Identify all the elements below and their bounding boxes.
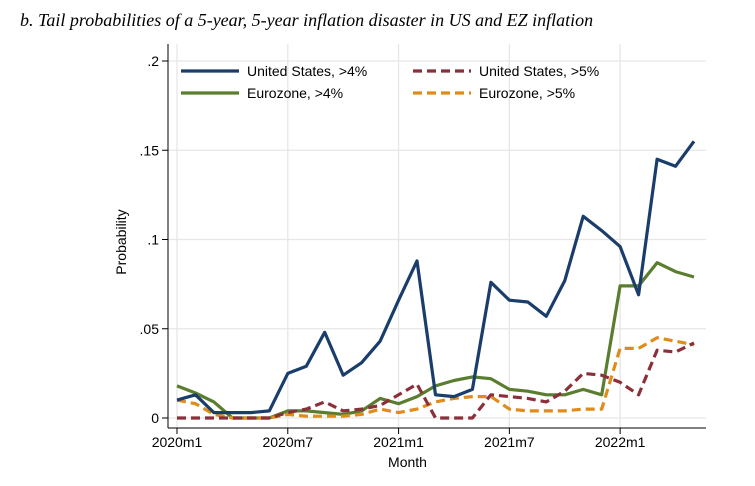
x-tick-label: 2021m7 [484, 434, 535, 450]
y-tick-label: .1 [147, 232, 159, 248]
x-axis-title: Month [388, 454, 427, 470]
legend: United States, >4% United States, >5% Euro… [181, 63, 599, 101]
legend-label: United States, >5% [479, 63, 599, 79]
legend-label: Eurozone, >5% [479, 85, 575, 101]
chart-title: b. Tail probabilities of a 5-year, 5-yea… [20, 10, 594, 30]
y-tick-label: .2 [147, 53, 159, 69]
axis-layer: 0 .05 .1 .15 .2 2020m1 2020m7 2021m1 2021m7 2022m… [140, 44, 706, 450]
legend-label: Eurozone, >4% [247, 85, 343, 101]
series-line-3 [176, 336, 695, 420]
y-axis-title: Probability [113, 209, 129, 274]
y-tick-label: 0 [151, 410, 159, 426]
legend-label: United States, >4% [247, 63, 367, 79]
series-layer [176, 140, 696, 420]
series-line-2 [177, 341, 695, 420]
x-tick-label: 2020m7 [262, 434, 313, 450]
x-tick-label: 2021m1 [373, 434, 424, 450]
y-tick-label: .15 [140, 142, 160, 158]
grid-layer [168, 44, 706, 428]
x-tick-label: 2022m1 [595, 434, 646, 450]
y-tick-label: .05 [140, 321, 160, 337]
x-tick-label: 2020m1 [152, 434, 203, 450]
series-line-0 [176, 140, 696, 415]
